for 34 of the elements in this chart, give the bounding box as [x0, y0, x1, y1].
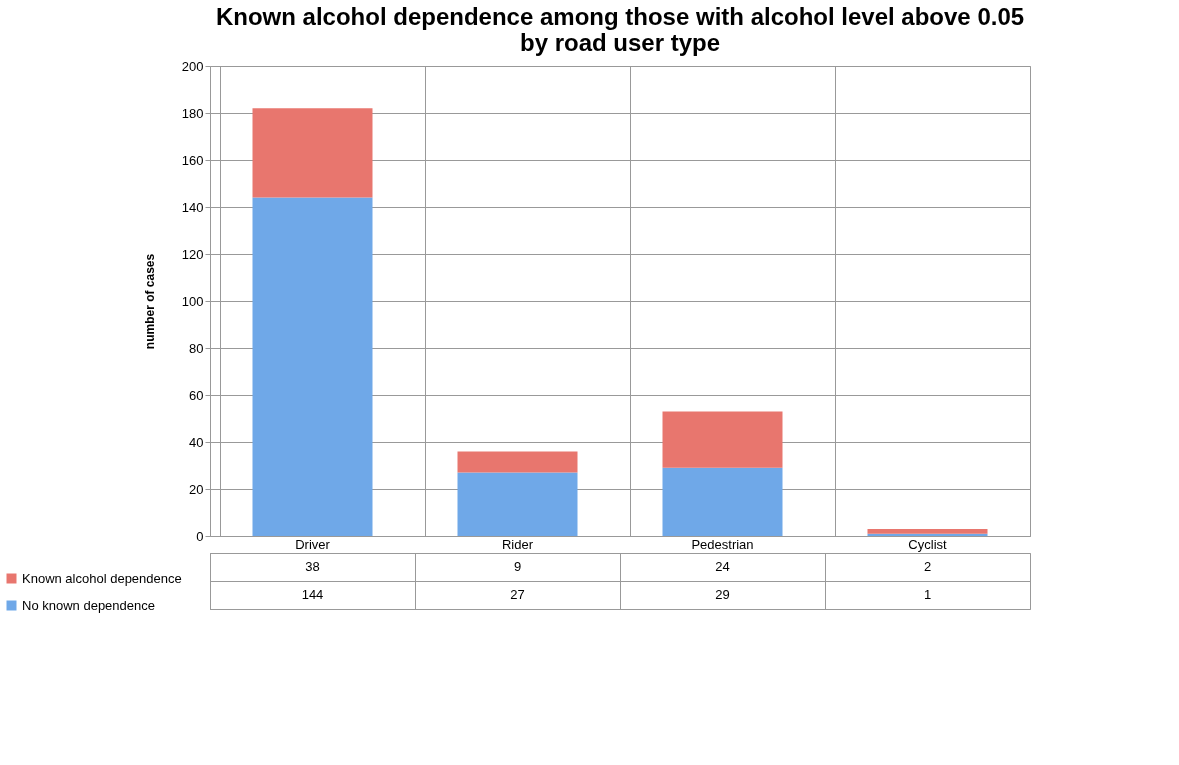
bar [662, 411, 783, 468]
y-tick-label: 140 [181, 199, 204, 215]
data-label: 2 [923, 559, 932, 574]
x-tick-label: Driver [295, 536, 331, 552]
bar [867, 528, 988, 534]
legend-label: No known dependence [22, 597, 155, 613]
data-label: 24 [715, 559, 730, 574]
data-label: 1 [923, 587, 932, 602]
y-tick-label: 180 [181, 105, 204, 121]
y-tick-label: 20 [189, 481, 204, 497]
y-tick-label: 100 [181, 293, 204, 309]
chart-title: Known alcohol dependence among those with alcohol level above 0.05 by road user type [215, 3, 1025, 56]
y-tick-label: 160 [181, 152, 204, 168]
x-tick-label: Pedestrian [691, 536, 754, 552]
data-label: 27 [510, 587, 525, 602]
data-label: 144 [301, 587, 324, 602]
data-label: 29 [715, 587, 730, 602]
bar [252, 108, 373, 198]
x-tick-label: Rider [501, 536, 534, 552]
y-tick-label: 80 [189, 340, 204, 356]
y-tick-label: 120 [181, 246, 204, 262]
y-tick-label: 0 [196, 528, 204, 544]
bar [457, 451, 578, 473]
y-tick-label: 40 [189, 434, 204, 450]
x-tick-label: Cyclist [908, 536, 948, 552]
y-tick-label: 200 [181, 58, 204, 74]
data-label: 9 [513, 559, 522, 574]
y-axis-title: number of cases [142, 253, 157, 350]
data-label: 38 [305, 559, 320, 574]
legend-label: Known alcohol dependence [22, 570, 182, 586]
bar [252, 197, 373, 536]
bar [457, 472, 578, 536]
bar [662, 467, 783, 536]
y-tick-label: 60 [189, 387, 204, 403]
